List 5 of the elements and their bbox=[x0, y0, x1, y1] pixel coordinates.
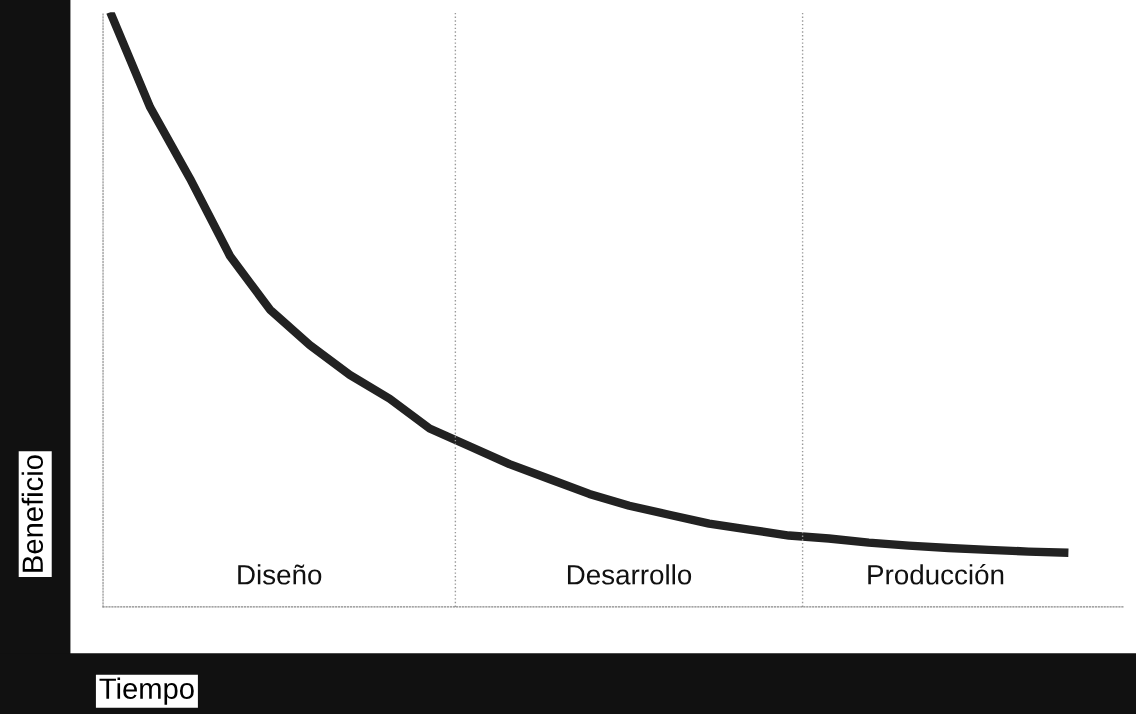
x-axis-title: Tiempo bbox=[99, 677, 194, 705]
annotation: Diseño bbox=[238, 564, 322, 585]
annotation: Desarrollo bbox=[567, 564, 692, 585]
y-axis-title: Beneficio bbox=[21, 455, 44, 572]
annotation: Producción bbox=[868, 563, 1004, 585]
